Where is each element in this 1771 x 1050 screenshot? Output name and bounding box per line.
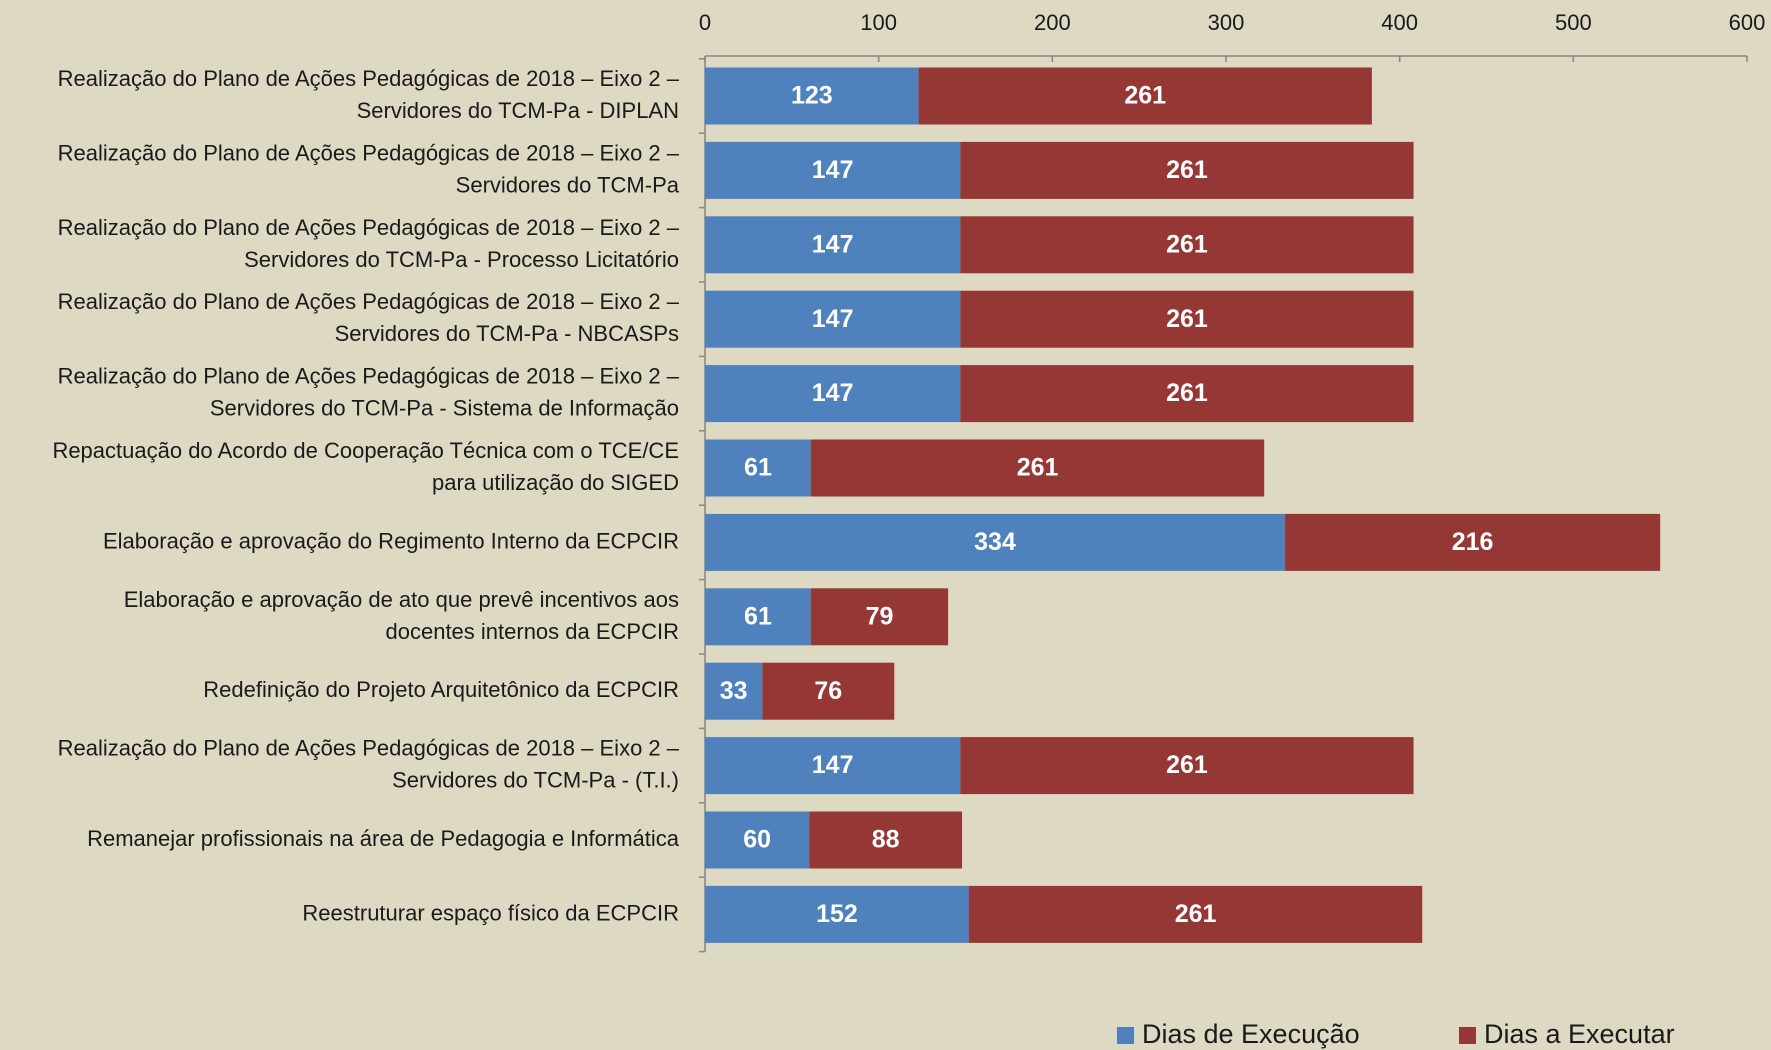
- legend-swatch: [1459, 1027, 1476, 1044]
- bar-segment: [705, 885, 969, 943]
- value-label: 261: [1124, 82, 1166, 110]
- x-tick-label: 0: [699, 10, 711, 35]
- category-label: Reestruturar espaço físico da ECPCIR: [302, 900, 679, 925]
- bar-segment: [810, 588, 949, 646]
- bar-segment: [960, 737, 1414, 795]
- legend-swatch: [1117, 1027, 1134, 1044]
- category-label: Realização do Plano de Ações Pedagógicas…: [58, 735, 680, 792]
- value-label: 33: [720, 677, 748, 705]
- bar-segment: [705, 439, 811, 497]
- value-label: 61: [744, 602, 772, 630]
- value-label: 261: [1166, 156, 1208, 184]
- bar-segment: [705, 67, 919, 125]
- x-tick-label: 300: [1208, 10, 1245, 35]
- value-label: 152: [816, 900, 858, 928]
- value-label: 261: [1175, 900, 1217, 928]
- category-label: Elaboração e aprovação de ato que prevê …: [124, 587, 679, 644]
- category-label: Realização do Plano de Ações Pedagógicas…: [58, 140, 680, 197]
- bar-segment: [705, 811, 810, 869]
- bar-segment: [705, 290, 961, 348]
- value-label: 261: [1166, 230, 1208, 258]
- bar-segment: [705, 141, 961, 199]
- category-label: Remanejar profissionais na área de Pedag…: [87, 826, 680, 851]
- legend-label: Dias a Executar: [1484, 1019, 1675, 1049]
- bar-segment: [705, 662, 763, 720]
- bar-segment: [960, 290, 1414, 348]
- value-label: 147: [812, 379, 854, 407]
- value-label: 76: [814, 677, 842, 705]
- category-label: Realização do Plano de Ações Pedagógicas…: [58, 215, 680, 272]
- value-label: 261: [1166, 305, 1208, 333]
- bar-segment: [705, 588, 811, 646]
- category-label: Redefinição do Projeto Arquitetônico da …: [203, 677, 679, 702]
- value-label: 79: [866, 602, 894, 630]
- bar-segment: [809, 811, 963, 869]
- value-label: 147: [812, 156, 854, 184]
- bar-segment: [705, 737, 961, 795]
- value-label: 88: [872, 826, 900, 854]
- bar-segment: [705, 216, 961, 274]
- x-tick-label: 500: [1555, 10, 1592, 35]
- category-label: Realização do Plano de Ações Pedagógicas…: [58, 66, 680, 123]
- category-label: Realização do Plano de Ações Pedagógicas…: [58, 363, 680, 420]
- bar-segment: [968, 885, 1423, 943]
- x-tick-label: 400: [1381, 10, 1418, 35]
- value-label: 261: [1166, 751, 1208, 779]
- value-label: 61: [744, 454, 772, 482]
- bar-segment: [918, 67, 1372, 125]
- bar-segment: [960, 141, 1414, 199]
- value-label: 261: [1017, 454, 1059, 482]
- x-tick-label: 200: [1034, 10, 1071, 35]
- value-label: 60: [743, 826, 771, 854]
- bar-segment: [960, 365, 1414, 423]
- bar-segment: [960, 216, 1414, 274]
- value-label: 216: [1452, 528, 1494, 556]
- value-label: 147: [812, 230, 854, 258]
- category-label: Repactuação do Acordo de Cooperação Técn…: [52, 438, 679, 495]
- value-label: 123: [791, 82, 833, 110]
- category-label: Elaboração e aprovação do Regimento Inte…: [103, 528, 679, 553]
- bar-segment: [705, 365, 961, 423]
- bar-segment: [810, 439, 1265, 497]
- bar-segment: [762, 662, 895, 720]
- value-label: 261: [1166, 379, 1208, 407]
- bar-segment: [1285, 513, 1661, 571]
- x-tick-label: 100: [860, 10, 897, 35]
- x-tick-label: 600: [1729, 10, 1766, 35]
- category-label: Realização do Plano de Ações Pedagógicas…: [58, 289, 680, 346]
- value-label: 147: [812, 751, 854, 779]
- legend-label: Dias de Execução: [1142, 1019, 1360, 1049]
- value-label: 334: [974, 528, 1016, 556]
- bar-segment: [705, 513, 1286, 571]
- value-label: 147: [812, 305, 854, 333]
